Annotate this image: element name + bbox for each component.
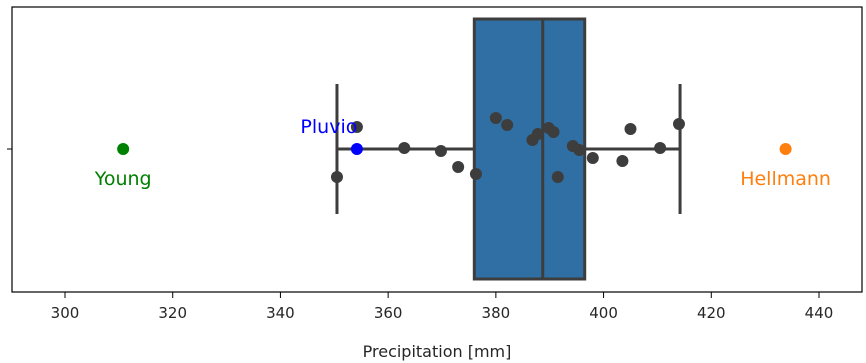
data-point <box>586 152 599 164</box>
box-iqr <box>472 17 587 281</box>
data-point <box>654 142 667 154</box>
annotation-point-hellmann <box>779 143 792 155</box>
plot-area: Young Pluvio Hellmann <box>94 17 831 281</box>
data-point <box>350 121 363 133</box>
x-tick-label: 400 <box>589 304 618 322</box>
x-tick-label: 440 <box>805 304 834 322</box>
data-point <box>551 171 564 183</box>
x-axis-label: Precipitation [mm] <box>363 342 512 361</box>
data-point <box>501 119 514 131</box>
data-point <box>547 126 560 138</box>
data-point <box>531 128 544 140</box>
data-point <box>489 112 502 124</box>
data-point <box>452 161 465 173</box>
data-point <box>573 144 586 156</box>
data-point <box>624 123 637 135</box>
data-point <box>330 171 343 183</box>
x-tick-label: 380 <box>482 304 511 322</box>
x-tick-label: 420 <box>697 304 726 322</box>
annotation-label-pluvio: Pluvio <box>300 116 357 138</box>
x-tick-label: 360 <box>374 304 403 322</box>
x-tick-label: 320 <box>158 304 187 322</box>
annotation-label-hellmann: Hellmann <box>740 168 831 190</box>
annotation-label-young: Young <box>94 168 152 190</box>
x-tick-label: 300 <box>51 304 80 322</box>
data-point <box>672 118 685 130</box>
data-point <box>616 155 629 167</box>
data-point <box>469 168 482 180</box>
annotation-point-young <box>117 143 130 155</box>
x-axis: 300 320 340 360 380 400 420 440 <box>51 292 834 322</box>
x-tick-label: 340 <box>266 304 295 322</box>
annotation-point-pluvio <box>350 143 363 155</box>
data-point <box>398 142 411 154</box>
data-point <box>434 145 447 157</box>
